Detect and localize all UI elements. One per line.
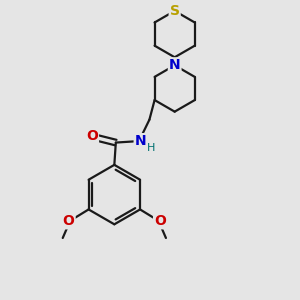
Text: N: N: [169, 58, 181, 72]
Text: S: S: [170, 4, 180, 18]
Text: O: O: [154, 214, 166, 228]
Text: O: O: [63, 214, 75, 228]
Text: O: O: [86, 129, 98, 143]
Text: H: H: [147, 142, 156, 153]
Text: N: N: [135, 134, 146, 148]
